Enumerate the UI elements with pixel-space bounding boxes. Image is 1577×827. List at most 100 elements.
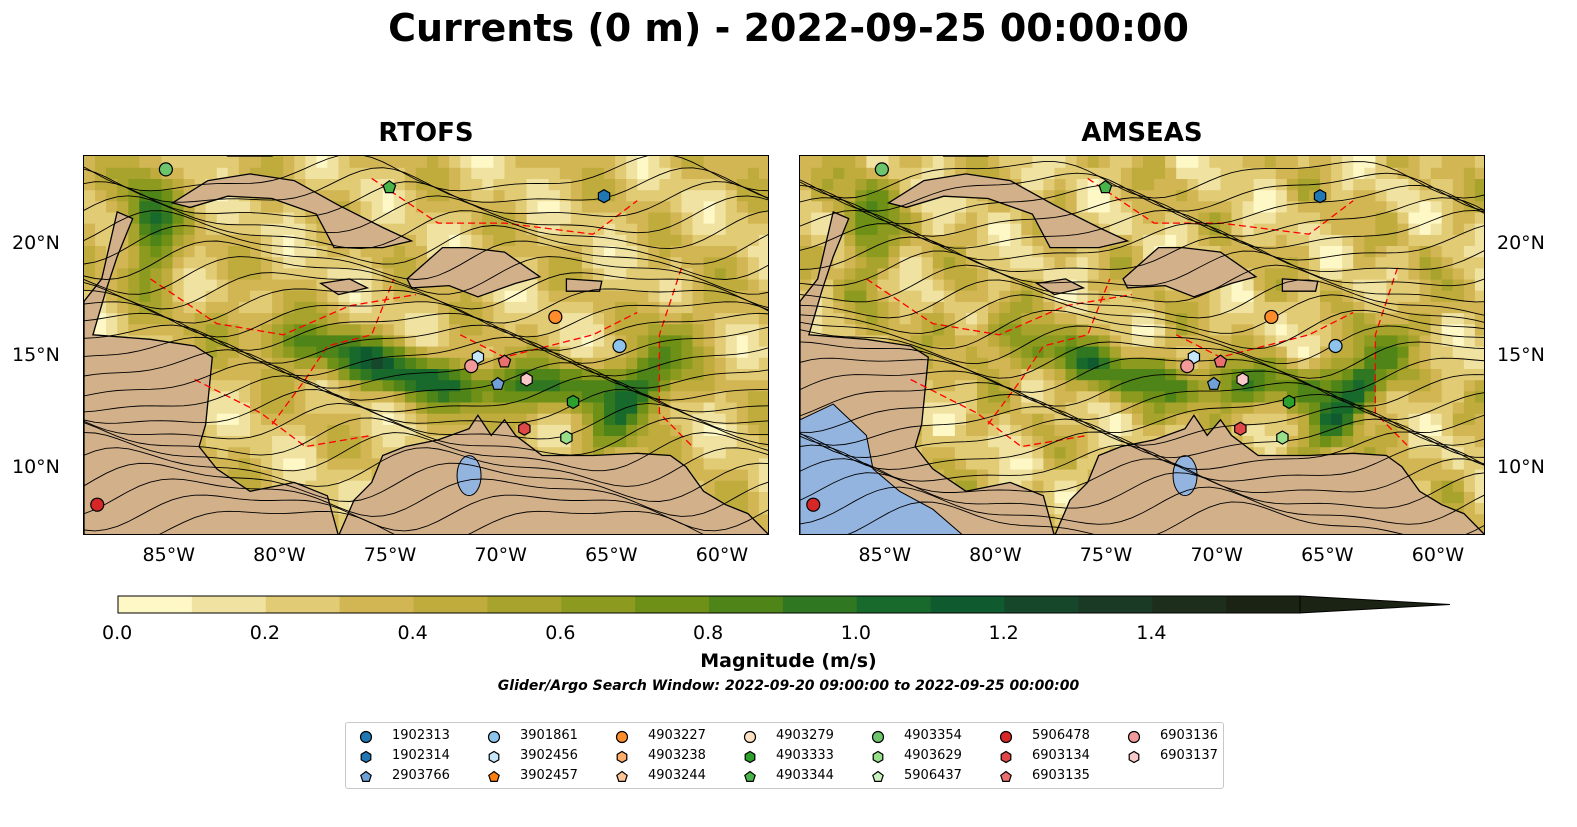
rtofs-lon-label: 75°W xyxy=(363,544,417,566)
colorbar xyxy=(117,595,1451,614)
legend-marker-3902456 xyxy=(488,750,500,764)
legend-float-id: 4903333 xyxy=(776,748,834,763)
map-rtofs-canvas xyxy=(84,156,768,534)
figure-title: Currents (0 m) - 2022-09-25 00:00:00 xyxy=(388,6,1189,50)
rtofs-lon-label: 65°W xyxy=(585,544,638,566)
float-marker-6903134 xyxy=(1234,421,1247,436)
circle-marker-icon xyxy=(871,730,885,744)
float-markers xyxy=(90,162,627,512)
pentagon-marker-icon xyxy=(616,770,628,782)
legend-float-id: 5906437 xyxy=(904,768,962,783)
hexagon-marker-icon xyxy=(1128,750,1140,764)
legend-float-id: 4903279 xyxy=(776,728,834,743)
land-cuba xyxy=(886,173,1130,249)
current-streamlines xyxy=(800,161,1484,534)
float-marker-6903135 xyxy=(497,354,512,368)
float-marker-1902314 xyxy=(597,189,611,204)
legend-marker-4903238 xyxy=(616,750,628,764)
legend-marker-1902313 xyxy=(359,730,373,744)
colorbar-tick-label: 0.4 xyxy=(397,622,428,644)
colorbar-label: Magnitude (m/s) xyxy=(700,650,877,672)
float-marker-3901861 xyxy=(1328,338,1343,354)
colorbar-segment xyxy=(709,596,784,613)
colorbar-segment xyxy=(191,596,267,613)
legend-float-id: 4903227 xyxy=(648,728,706,743)
colorbar-segment xyxy=(118,596,193,613)
rtofs-lat-label: 15°N xyxy=(12,344,60,367)
rtofs-lat-label: 10°N xyxy=(12,455,60,478)
colorbar-border xyxy=(117,595,1301,614)
pacific-ocean xyxy=(800,403,963,534)
legend-marker-6903135 xyxy=(1000,770,1012,782)
legend-float-id: 6903134 xyxy=(1032,748,1090,763)
legend-float-id: 4903344 xyxy=(776,768,834,783)
colorbar-segment xyxy=(930,596,1005,613)
map-rtofs xyxy=(83,155,769,535)
colorbar-extend-arrow xyxy=(1299,595,1451,614)
colorbar-tick-label: 0.2 xyxy=(249,622,280,644)
legend-float-id: 6903137 xyxy=(1160,748,1218,763)
current-streamlines xyxy=(84,156,768,534)
legend-marker-4903344 xyxy=(744,770,756,782)
legend-float-id: 4903354 xyxy=(904,728,962,743)
amseas-lon-label: 75°W xyxy=(1079,544,1133,566)
float-marker-1902314 xyxy=(1313,189,1327,204)
map-amseas-canvas xyxy=(800,156,1484,534)
colorbar-segment xyxy=(1004,596,1079,613)
land-puerto-rico xyxy=(565,278,603,292)
amseas-lon-label: 60°W xyxy=(1411,544,1465,566)
float-marker-4903354 xyxy=(158,162,173,177)
colorbar-segment xyxy=(413,596,488,613)
land-hispaniola xyxy=(406,246,542,298)
amseas-lat-label: 20°N xyxy=(1497,232,1545,255)
legend-float-id: 3901861 xyxy=(520,728,578,743)
legend-float-id: 3902457 xyxy=(520,768,578,783)
legend-marker-6903137 xyxy=(1128,750,1140,764)
legend-marker-4903354 xyxy=(871,730,885,744)
pentagon-marker-icon xyxy=(744,770,756,782)
colorbar-segment xyxy=(561,596,636,613)
float-marker-2903766 xyxy=(1206,376,1221,390)
float-marker-3901861 xyxy=(612,338,627,354)
legend-marker-6903136 xyxy=(1127,730,1141,744)
legend-marker-6903134 xyxy=(1000,750,1012,764)
legend-float-id: 2903766 xyxy=(392,768,450,783)
float-marker-4903227 xyxy=(1264,309,1279,325)
float-marker-4903629 xyxy=(560,430,573,445)
colorbar-tick-label: 0.8 xyxy=(693,622,724,644)
rtofs-lat-label: 20°N xyxy=(12,232,60,255)
float-marker-4903629 xyxy=(1276,430,1289,445)
colorbar-segment xyxy=(339,596,414,613)
hexagon-marker-icon xyxy=(360,750,372,764)
legend-marker-2903766 xyxy=(360,770,372,782)
float-marker-6903136 xyxy=(464,359,479,374)
float-marker-5906478 xyxy=(90,497,105,512)
amseas-lon-label: 70°W xyxy=(1190,544,1243,566)
colorbar-tick-label: 0.6 xyxy=(545,622,576,644)
legend-marker-5906437 xyxy=(872,770,884,782)
float-marker-4903344 xyxy=(1098,180,1113,194)
float-marker-4903227 xyxy=(548,309,563,325)
legend-float-id: 1902314 xyxy=(392,748,450,763)
legend-marker-4903333 xyxy=(744,750,756,764)
panel-title-rtofs: RTOFS xyxy=(378,118,474,148)
float-marker-6903137 xyxy=(520,372,533,387)
rtofs-lon-label: 70°W xyxy=(474,544,527,566)
float-marker-6903136 xyxy=(1180,359,1195,374)
legend-float-id: 1902313 xyxy=(392,728,450,743)
legend-float-id: 4903238 xyxy=(648,748,706,763)
float-marker-6903134 xyxy=(518,421,531,436)
amseas-lat-label: 10°N xyxy=(1497,455,1545,478)
colorbar-tick-label: 0.0 xyxy=(102,622,133,644)
colorbar-tick-label: 1.0 xyxy=(840,622,871,644)
legend-float-id: 4903629 xyxy=(904,748,962,763)
colorbar-segment xyxy=(1152,596,1227,613)
float-marker-6903137 xyxy=(1236,372,1249,387)
legend-marker-5906478 xyxy=(999,730,1013,744)
float-marker-4903333 xyxy=(566,394,580,410)
float-marker-6903135 xyxy=(1213,354,1228,368)
legend-marker-3902457 xyxy=(488,770,500,782)
land-south-america xyxy=(1054,414,1484,534)
legend-float-id: 5906478 xyxy=(1032,728,1090,743)
float-marker-4903344 xyxy=(382,180,397,194)
